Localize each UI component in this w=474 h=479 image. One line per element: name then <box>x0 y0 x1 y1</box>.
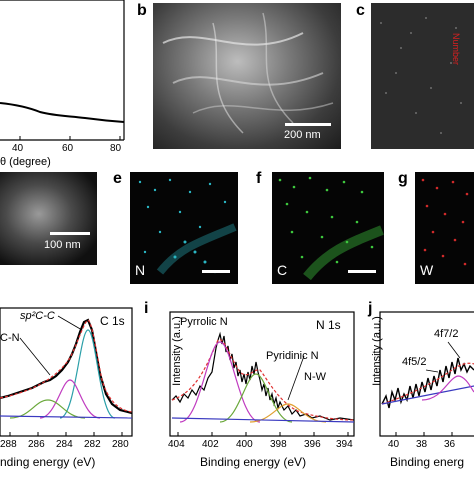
panel-j: Intensity (a.u.) 4f7/2 4f5/2 40 38 36 Bi… <box>362 300 474 474</box>
panel-g-element-label: W <box>420 262 434 278</box>
panel-a-xtick: 80 <box>110 143 122 154</box>
panel-e-scalebar <box>202 270 230 273</box>
panel-h: C 1s sp²C-C C-N 288 286 284 282 280 ndin… <box>0 300 140 474</box>
panel-j-peak-label: 4f7/2 <box>434 328 459 340</box>
panel-g-texture <box>421 178 469 266</box>
panel-c-image: Number <box>371 3 474 149</box>
panel-i-peak-label: N-W <box>304 371 326 383</box>
panel-i-xtick: 396 <box>304 439 321 450</box>
panel-h-peak-label: sp²C-C <box>20 310 55 322</box>
panel-f-element-label: C <box>277 262 288 278</box>
panel-b-scalebar <box>285 123 331 126</box>
panel-b-letter: b <box>137 2 147 19</box>
panel-i-xtick: 400 <box>236 439 253 450</box>
panel-i-xlabel: Binding energy (eV) <box>200 455 307 469</box>
panel-h-peak-label: C-N <box>0 332 20 344</box>
panel-c-overlay-text: Number <box>451 33 461 66</box>
panel-c-letter: c <box>356 2 365 19</box>
panel-g-letter: g <box>398 170 408 187</box>
panel-i-letter: i <box>144 300 149 317</box>
panel-a-xtick: 40 <box>12 143 24 154</box>
panel-i-plot <box>169 311 355 437</box>
panel-a-plot <box>0 0 125 141</box>
panel-e-texture <box>138 178 237 275</box>
panel-j-xtick: 38 <box>416 439 428 450</box>
panel-f-letter: f <box>256 170 262 187</box>
panel-h-xtick: 286 <box>28 439 45 450</box>
panel-d-scalebar <box>50 232 90 235</box>
panel-i: Intensity (a.u.) Pyrrolic N N 1s Pyridin… <box>150 300 360 474</box>
panel-h-plot <box>0 307 133 437</box>
panel-e-element-label: N <box>135 262 146 278</box>
panel-h-xtick: 284 <box>56 439 73 450</box>
panel-f-scalebar <box>348 270 376 273</box>
panel-h-title: C 1s <box>100 314 125 328</box>
panel-j-letter: j <box>368 300 373 317</box>
panel-b-texture <box>162 12 334 134</box>
panel-a-xlabel: θ (degree) <box>0 156 51 168</box>
panel-a-xtick: 60 <box>62 143 74 154</box>
panel-b-scalebar-label: 200 nm <box>284 129 321 141</box>
panel-i-xtick: 394 <box>336 439 353 450</box>
panel-j-xlabel: Binding energ <box>390 455 465 469</box>
panel-h-xlabel: nding energy (eV) <box>0 455 96 469</box>
panel-i-title: N 1s <box>316 318 341 332</box>
panel-g-w-map: W <box>415 172 474 284</box>
panel-j-xtick: 36 <box>444 439 456 450</box>
panel-d-tem-image: 100 nm <box>0 172 97 265</box>
panel-d-scalebar-label: 100 nm <box>44 239 81 251</box>
panel-i-xtick: 398 <box>270 439 287 450</box>
panel-h-xtick: 282 <box>84 439 101 450</box>
panel-j-xtick: 40 <box>388 439 400 450</box>
panel-i-peak-label: Pyrrolic N <box>180 316 228 328</box>
panel-i-peak-label: Pyridinic N <box>266 350 319 362</box>
panel-j-plot <box>379 311 474 437</box>
panel-b-sem-image: 200 nm <box>153 3 341 149</box>
panel-e-n-map: N <box>130 172 238 284</box>
panel-i-xtick: 404 <box>168 439 185 450</box>
panel-f-c-map: C <box>272 172 384 284</box>
panel-h-xtick: 280 <box>112 439 129 450</box>
panel-e-letter: e <box>113 170 122 187</box>
panel-j-peak-label: 4f5/2 <box>402 356 427 368</box>
panel-i-xtick: 402 <box>202 439 219 450</box>
panel-h-xtick: 288 <box>0 439 17 450</box>
panel-f-texture <box>278 176 384 281</box>
panel-c-texture <box>380 17 462 134</box>
panel-a: 40 60 80 θ (degree) <box>0 0 130 175</box>
